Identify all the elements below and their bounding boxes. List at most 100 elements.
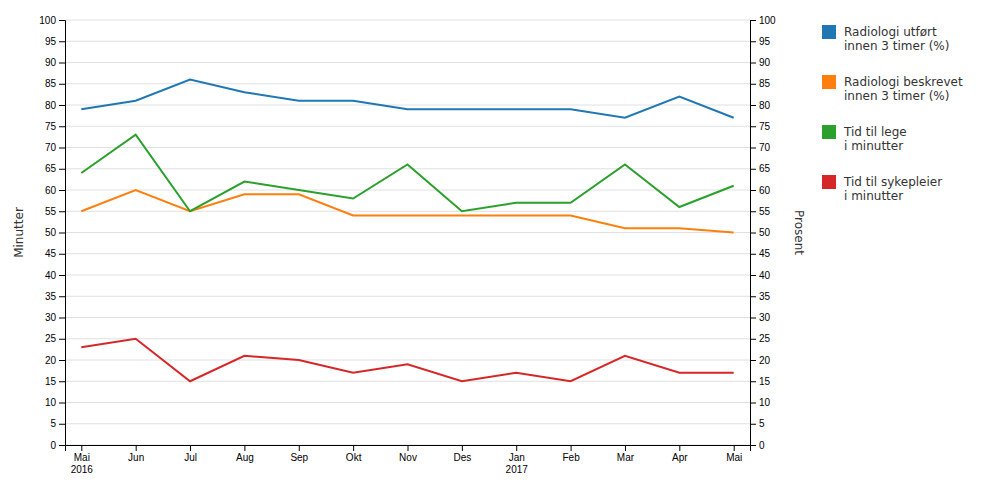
tick: 75 [45, 121, 65, 132]
grid-line [65, 232, 750, 233]
tick-label: Jun [128, 452, 144, 463]
tick-mark [59, 445, 65, 446]
grid-line [65, 168, 750, 169]
tick-label-line: Okt [346, 452, 362, 463]
series-line [81, 135, 733, 212]
grid-line [65, 253, 750, 254]
tick-mark [750, 254, 756, 255]
tick-mark [244, 445, 245, 451]
tick-mark [59, 381, 65, 382]
grid-line [65, 41, 750, 42]
tick-mark [59, 126, 65, 127]
tick-label: 35 [759, 291, 771, 302]
tick-label: Des [453, 452, 471, 463]
tick-label-line: Aug [236, 452, 254, 463]
y2-axis: 0510152025303540455055606570758085909510… [750, 15, 776, 451]
tick-label: 20 [45, 355, 57, 366]
tick-mark [571, 445, 572, 451]
grid-line [65, 402, 750, 403]
tick-mark [59, 339, 65, 340]
tick-mark [750, 339, 756, 340]
tick-label: Jul [184, 452, 197, 463]
tick-label-line: Des [453, 452, 471, 463]
tick-label: Mai [726, 452, 742, 463]
legend-label-line: Radiologi beskrevet [844, 75, 963, 89]
tick-label: 60 [759, 185, 771, 196]
tick-label: Mar [617, 452, 635, 463]
legend-item: Radiologi utførtinnen 3 timer (%) [822, 25, 949, 53]
tick-label: 90 [45, 57, 57, 68]
axis-line [66, 446, 751, 452]
tick-label: 20 [759, 355, 771, 366]
tick-label: 10 [759, 397, 771, 408]
tick: Jul [184, 445, 197, 463]
tick-label: 25 [759, 333, 771, 344]
tick-label: 10 [45, 397, 57, 408]
tick-label-line: Jul [184, 452, 197, 463]
tick: Mai2016 [71, 445, 94, 475]
tick-label: 95 [759, 36, 771, 47]
tick-mark [59, 148, 65, 149]
grid-line [65, 338, 750, 339]
tick: 85 [750, 78, 771, 89]
tick-label-line: 2017 [506, 464, 529, 475]
tick: Nov [399, 445, 417, 463]
tick-label: 70 [45, 142, 57, 153]
tick-label-line: Sep [290, 452, 308, 463]
tick-label-line: Mai [74, 452, 90, 463]
series-line [81, 80, 733, 118]
tick-label: 35 [45, 291, 57, 302]
tick-label-line: Feb [562, 452, 580, 463]
tick-mark [750, 190, 756, 191]
tick: 70 [45, 142, 65, 153]
tick-mark [516, 445, 517, 451]
tick-mark [750, 63, 756, 64]
grid-line [65, 105, 750, 106]
legend-label: Radiologi beskrevetinnen 3 timer (%) [844, 75, 963, 103]
tick-label: 50 [45, 227, 57, 238]
grid-line [65, 423, 750, 424]
tick: 65 [750, 163, 771, 174]
legend-label: Tid til sykepleieri minutter [843, 175, 942, 203]
tick-mark [59, 41, 65, 42]
tick-mark [625, 445, 626, 451]
grid-line [65, 296, 750, 297]
tick: 45 [750, 248, 771, 259]
tick-mark [59, 233, 65, 234]
tick-label: 0 [50, 440, 56, 451]
legend: Radiologi utførtinnen 3 timer (%) Radiolo… [822, 25, 963, 203]
tick-label: Apr [672, 452, 688, 463]
tick-mark [59, 169, 65, 170]
tick-label: Feb [562, 452, 580, 463]
tick: 100 [39, 15, 65, 26]
tick-mark [408, 445, 409, 451]
y2-axis-title: Prosent [792, 210, 806, 255]
tick: 100 [750, 15, 776, 26]
tick-label: 55 [759, 206, 771, 217]
tick-mark [59, 84, 65, 85]
legend-item: Tid til legei minutter [822, 125, 907, 153]
tick-mark [750, 126, 756, 127]
grid-line [65, 360, 750, 361]
series-line [81, 339, 733, 382]
grid-line [65, 275, 750, 276]
tick-mark [59, 403, 65, 404]
tick-mark [190, 445, 191, 451]
tick-label: 85 [45, 78, 57, 89]
grid [65, 20, 750, 445]
legend-label-line: innen 3 timer (%) [844, 39, 949, 53]
grid-line [65, 62, 750, 63]
tick: 90 [750, 57, 771, 68]
legend-label-line: i minutter [844, 189, 903, 203]
tick-label: 90 [759, 57, 771, 68]
tick-mark [750, 233, 756, 234]
legend-item: Tid til sykepleieri minutter [822, 175, 942, 203]
tick-label: 30 [759, 312, 771, 323]
tick-label: 25 [45, 333, 57, 344]
tick-mark [136, 445, 137, 451]
grid-line [65, 126, 750, 127]
tick-label: 70 [759, 142, 771, 153]
tick: 15 [45, 376, 65, 387]
tick-mark [59, 296, 65, 297]
tick-label: 65 [45, 163, 57, 174]
